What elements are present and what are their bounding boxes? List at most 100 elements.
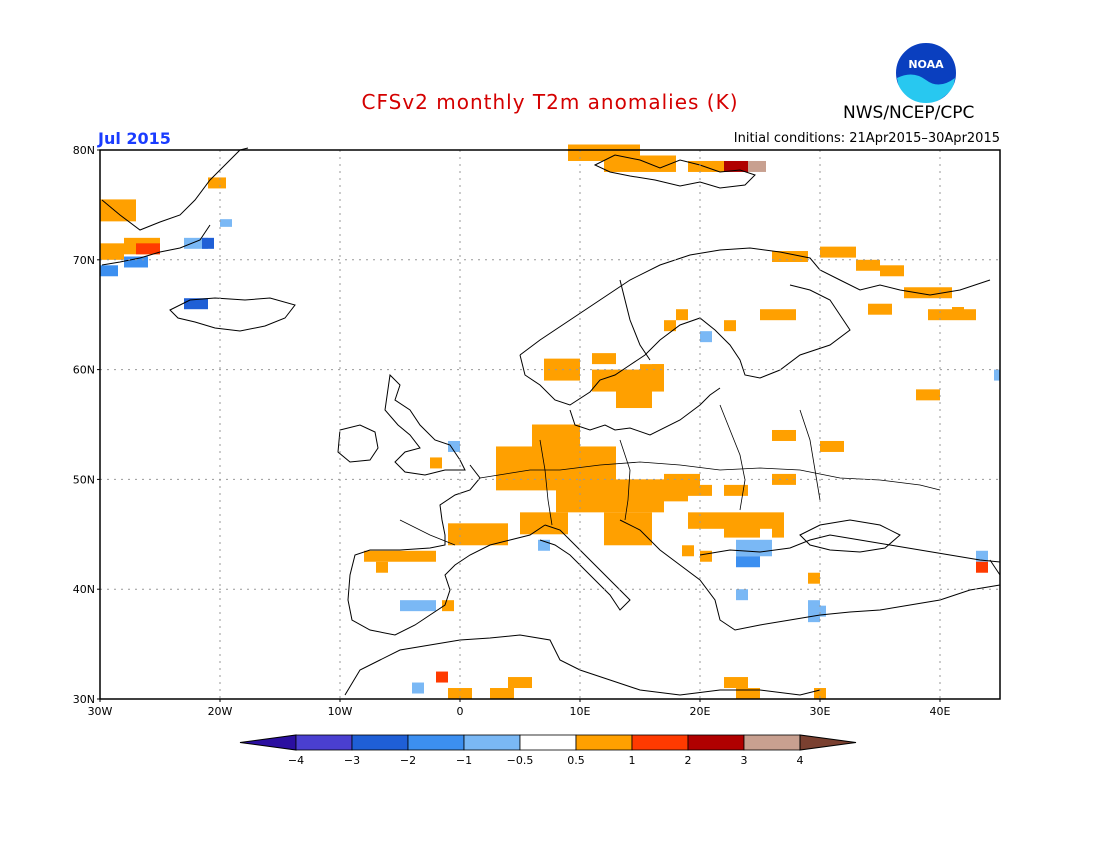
colorbar-segment xyxy=(687,734,745,751)
anomaly-cell xyxy=(724,320,736,332)
anomaly-cell xyxy=(976,550,988,562)
anomaly-cell xyxy=(664,320,676,332)
anomaly-cells xyxy=(100,144,1000,699)
anomaly-cell xyxy=(856,259,880,271)
colorbar-label: −0.5 xyxy=(507,754,534,767)
anomaly-cell xyxy=(208,177,226,189)
lon-tick-label: 30E xyxy=(810,705,831,718)
anomaly-cell xyxy=(652,364,664,376)
anomaly-cell xyxy=(220,219,232,227)
anomaly-cell xyxy=(400,600,436,612)
anomaly-cell xyxy=(496,446,556,491)
anomaly-cell xyxy=(688,160,724,172)
anomaly-cell xyxy=(772,429,796,441)
anomaly-cell xyxy=(448,440,460,452)
anomaly-cell xyxy=(688,512,784,529)
colorbar-segment xyxy=(463,734,521,751)
lat-tick-label: 30N xyxy=(73,693,95,706)
coastlines xyxy=(101,147,1001,696)
anomaly-cell xyxy=(736,688,760,699)
anomaly-cell xyxy=(202,237,214,249)
anomaly-cell xyxy=(100,265,118,277)
anomaly-cell xyxy=(556,446,616,513)
anomaly-cell xyxy=(100,243,124,260)
anomaly-cell xyxy=(682,545,694,557)
colorbar-segment xyxy=(631,734,689,751)
anomaly-cell xyxy=(604,155,676,172)
anomaly-cell xyxy=(628,523,640,535)
anomaly-cell xyxy=(184,237,208,249)
colorbar: −4 −3 −2 −1 −0.5 0.5 1 2 3 4 xyxy=(239,734,857,767)
chart-title: CFSv2 monthly T2m anomalies (K) xyxy=(361,90,739,114)
anomaly-cell xyxy=(772,251,808,262)
lon-labels: 30W 20W 10W 0 10E 20E 30E 40E xyxy=(88,699,951,718)
anomaly-cell xyxy=(736,589,748,601)
anomaly-cell xyxy=(748,160,766,172)
anomaly-cell xyxy=(820,246,856,258)
anomaly-cell xyxy=(412,682,424,694)
anomaly-cell xyxy=(976,561,988,573)
colorbar-label: −1 xyxy=(456,754,472,767)
anomaly-cell xyxy=(868,303,892,315)
anomaly-cell xyxy=(712,160,748,172)
colorbar-label: −2 xyxy=(400,754,416,767)
anomaly-cell xyxy=(736,539,772,557)
lat-tick-label: 50N xyxy=(73,473,95,486)
noaa-logo: NOAA xyxy=(893,40,959,110)
anomaly-cell xyxy=(100,199,136,222)
anomaly-cell xyxy=(880,265,904,277)
initial-conditions: Initial conditions: 21Apr2015–30Apr2015 xyxy=(733,131,1000,146)
anomaly-cell xyxy=(904,287,952,299)
anomaly-cell xyxy=(136,243,160,255)
lat-tick-label: 60N xyxy=(73,364,95,377)
colorbar-label: −3 xyxy=(344,754,360,767)
graticule xyxy=(100,150,1000,699)
anomaly-cell xyxy=(616,386,652,409)
anomaly-cell xyxy=(916,389,940,401)
anomaly-cell xyxy=(724,526,760,538)
anomaly-cell xyxy=(364,550,436,562)
anomaly-cell xyxy=(820,440,844,452)
colorbar-label: −4 xyxy=(288,754,304,767)
anomaly-cell xyxy=(808,600,820,623)
anomaly-cell xyxy=(376,561,388,573)
anomaly-cell xyxy=(772,473,796,485)
anomaly-cell xyxy=(664,473,700,496)
anomaly-cell xyxy=(676,309,688,321)
colorbar-label: 3 xyxy=(741,754,748,767)
lon-tick-label: 20W xyxy=(208,705,233,718)
colorbar-arrow-low xyxy=(239,734,297,751)
colorbar-arrow-high xyxy=(799,734,857,751)
colorbar-label: 1 xyxy=(629,754,636,767)
anomaly-cell xyxy=(814,688,826,699)
anomaly-cell xyxy=(994,369,1000,381)
anomaly-cell xyxy=(808,572,820,584)
anomaly-cell xyxy=(184,298,208,310)
anomaly-cell xyxy=(700,550,712,562)
anomaly-cell xyxy=(724,484,748,496)
lat-tick-label: 70N xyxy=(73,254,95,267)
map-frame xyxy=(99,149,1001,700)
colorbar-segment xyxy=(407,734,465,751)
lon-tick-label: 20E xyxy=(690,705,711,718)
anomaly-cell xyxy=(436,671,448,683)
anomaly-cell xyxy=(508,677,532,689)
lat-tick-label: 40N xyxy=(73,583,95,596)
anomaly-cell xyxy=(700,331,712,343)
valid-month: Jul 2015 xyxy=(98,129,171,148)
anomaly-cell xyxy=(430,457,442,469)
lon-tick-label: 10E xyxy=(570,705,591,718)
lon-tick-label: 30W xyxy=(88,705,113,718)
anomaly-cell xyxy=(772,526,784,538)
anomaly-cell xyxy=(760,309,796,321)
anomaly-cell xyxy=(538,539,550,551)
lon-tick-label: 40E xyxy=(930,705,951,718)
anomaly-cell xyxy=(724,677,748,689)
anomaly-cell xyxy=(700,484,712,496)
lon-tick-label: 0 xyxy=(457,705,464,718)
logo-text: NOAA xyxy=(908,58,944,71)
colorbar-label: 4 xyxy=(797,754,804,767)
colorbar-segment xyxy=(295,734,353,751)
colorbar-label: 2 xyxy=(685,754,692,767)
anomaly-cell xyxy=(442,600,454,612)
